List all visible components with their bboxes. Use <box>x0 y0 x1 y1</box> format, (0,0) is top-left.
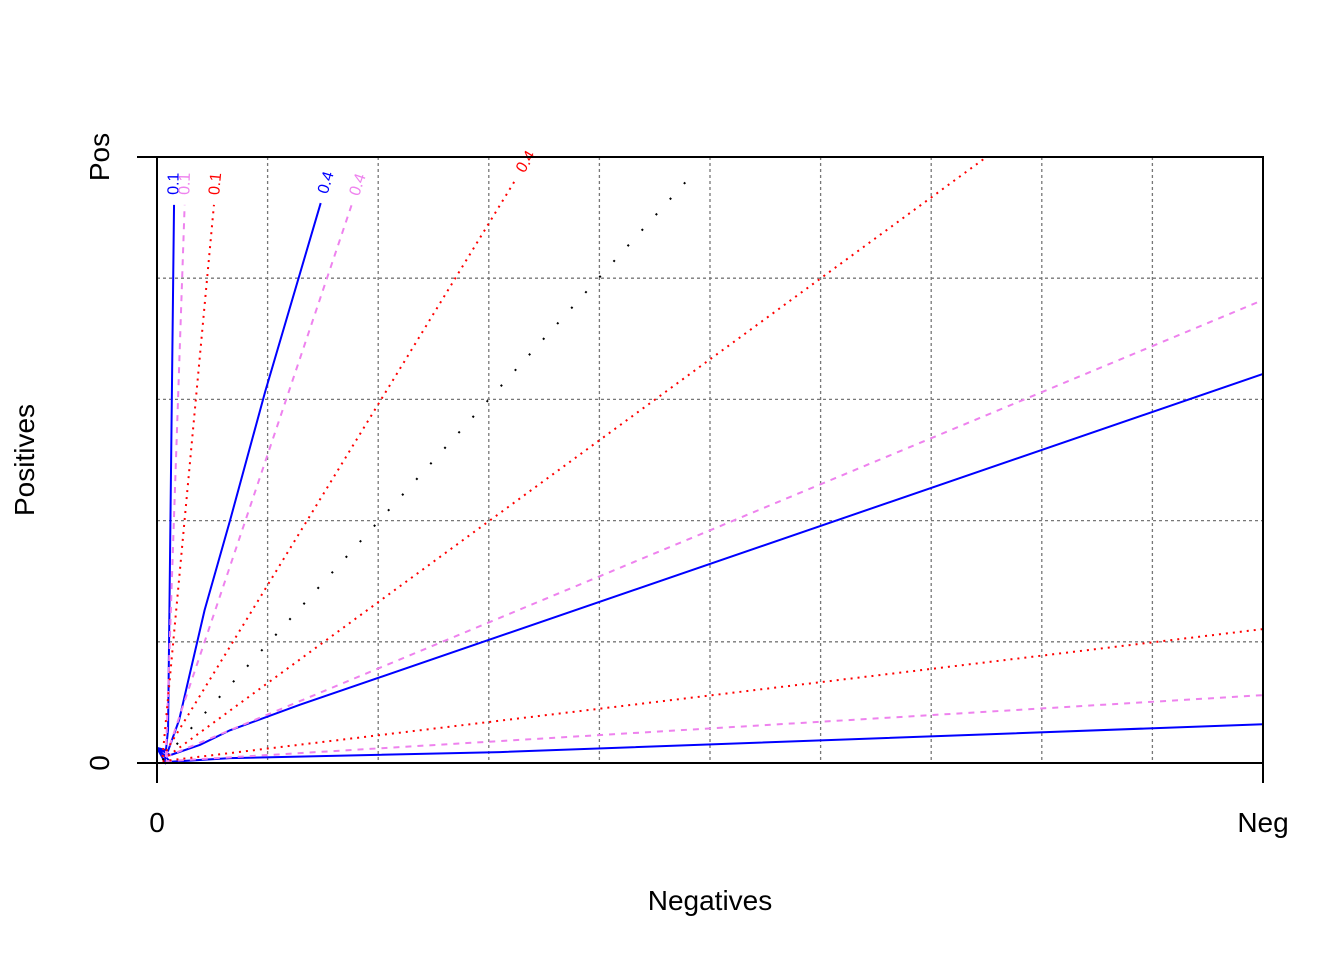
series-line <box>161 156 988 761</box>
line-label: 0.4 <box>347 171 370 198</box>
line-label: 0.4 <box>513 148 539 176</box>
series-line <box>156 202 322 753</box>
plot-frame <box>156 156 1264 764</box>
x-axis-label: Negatives <box>648 885 773 916</box>
line-label: 0.4 <box>315 170 338 196</box>
series-line <box>164 204 186 757</box>
series-line <box>164 204 353 758</box>
y-tick-label: Pos <box>84 133 115 181</box>
series-line <box>156 373 1264 757</box>
y-tick-label: 0 <box>84 755 115 771</box>
line-label: 0.1 <box>206 172 225 196</box>
x-tick-label: Neg <box>1237 807 1288 838</box>
series-line <box>161 204 215 758</box>
series-line <box>156 204 176 766</box>
line-label: 0.1 <box>165 172 182 195</box>
x-tick-label: 0 <box>149 807 165 838</box>
series-line <box>161 169 698 761</box>
line-label: 0.1 <box>176 172 194 195</box>
series-line <box>165 694 1264 763</box>
series-line <box>162 628 1264 763</box>
series-line <box>165 299 1264 758</box>
series-line <box>161 179 517 758</box>
y-axis-label: Positives <box>9 404 40 516</box>
